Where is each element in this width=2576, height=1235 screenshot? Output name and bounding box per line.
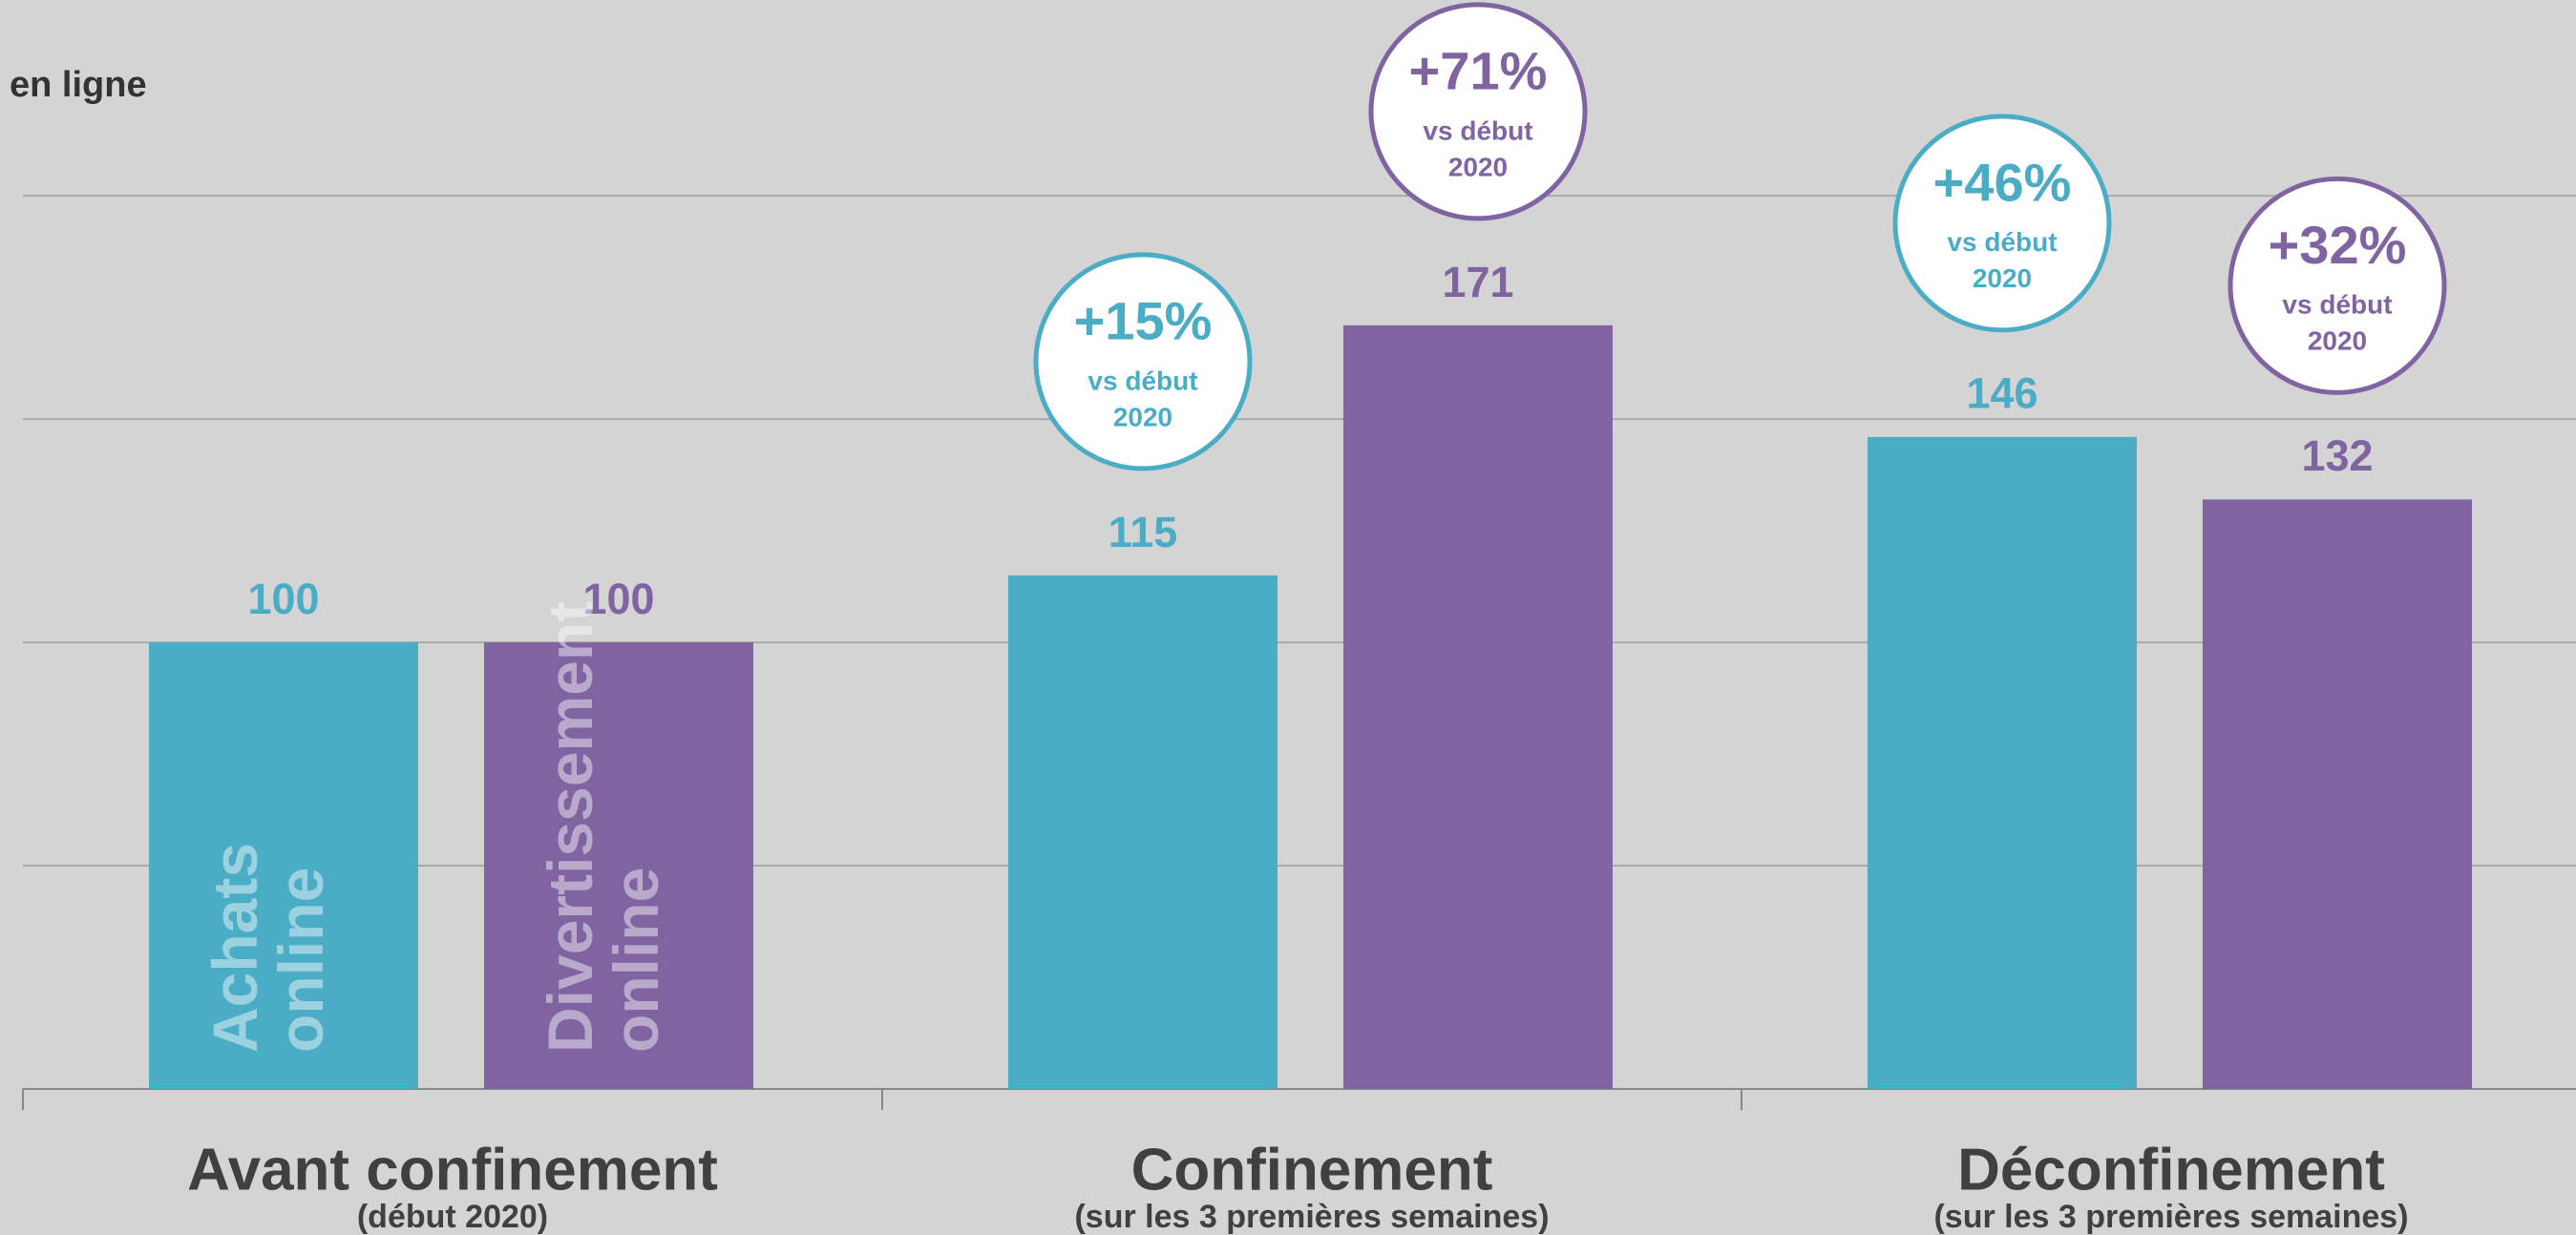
annotation-note: 2020 [2308, 326, 2367, 356]
value-label: 146 [1966, 369, 2038, 418]
value-label: 100 [582, 575, 654, 623]
bar [1343, 324, 1613, 1089]
x-tick-sublabel: (début 2020) [357, 1199, 548, 1235]
annotation-note: vs début [1087, 366, 1197, 395]
bar [149, 642, 418, 1089]
x-tick-label: Avant confinement [187, 1137, 718, 1203]
annotation-circle [1033, 252, 1253, 471]
x-tick-sublabel: (sur les 3 premières semaines) [1074, 1199, 1549, 1235]
value-label: 132 [2301, 431, 2373, 480]
annotation-note: 2020 [1113, 402, 1172, 431]
annotation-note: vs début [1947, 227, 2057, 257]
axis-label: en ligne [10, 65, 147, 105]
x-tick-sublabel: (sur les 3 premières semaines) [1933, 1199, 2408, 1235]
annotation-note: vs début [1423, 115, 1532, 145]
value-label: 171 [1442, 258, 1513, 306]
annotation-note: 2020 [1448, 152, 1508, 181]
annotation-text: +46% [1933, 153, 2072, 213]
x-tick-label: Déconfinement [1957, 1137, 2385, 1203]
value-label: 115 [1109, 508, 1178, 556]
bar [484, 642, 753, 1089]
bar [2203, 499, 2472, 1089]
annotation-circle [1892, 114, 2112, 333]
annotation-circle [1368, 2, 1588, 221]
annotation-circle [2228, 176, 2447, 395]
annotation-text: +71% [1409, 41, 1548, 101]
x-tick-label: Confinement [1131, 1137, 1493, 1203]
annotation-text: +15% [1074, 291, 1213, 351]
value-label: 100 [247, 575, 319, 623]
annotation-text: +32% [2269, 215, 2407, 275]
bar [1868, 436, 2137, 1089]
annotation-note: 2020 [1973, 263, 2032, 293]
series-name: Divertissement online [535, 600, 672, 1053]
annotation-note: vs début [2282, 290, 2392, 320]
bar [1008, 575, 1277, 1089]
series-name: Achats online [200, 842, 337, 1053]
